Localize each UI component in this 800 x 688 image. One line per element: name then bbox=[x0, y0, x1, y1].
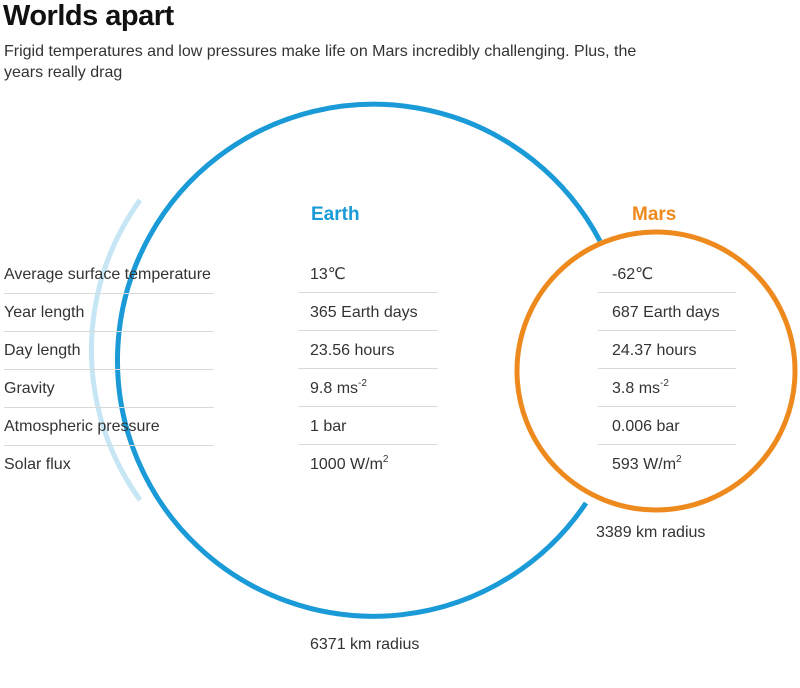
earth-value: 1 bar bbox=[298, 408, 438, 445]
row-gravity: Gravity 9.8 ms-2 3.8 ms-2 bbox=[0, 370, 800, 408]
row-atmospheric-pressure: Atmospheric pressure 1 bar 0.006 bar bbox=[0, 408, 800, 446]
mars-radius-label: 3389 km radius bbox=[596, 524, 706, 541]
row-day-length: Day length 23.56 hours 24.37 hours bbox=[0, 332, 800, 370]
earth-value: 1000 W/m2 bbox=[310, 453, 389, 473]
earth-circle-fade bbox=[88, 197, 143, 503]
mars-value: 593 W/m2 bbox=[612, 453, 682, 473]
row-label: Atmospheric pressure bbox=[4, 408, 214, 446]
mars-heading: Mars bbox=[632, 204, 677, 225]
mars-value: 0.006 bar bbox=[598, 408, 736, 445]
earth-circle-fade-inner bbox=[89, 198, 143, 502]
earth-value: 13℃ bbox=[298, 256, 438, 293]
mars-value: 687 Earth days bbox=[598, 294, 736, 331]
mars-value: -62℃ bbox=[598, 256, 736, 293]
row-label: Day length bbox=[4, 332, 214, 370]
row-label: Year length bbox=[4, 294, 214, 332]
subtitle: Frigid temperatures and low pressures ma… bbox=[4, 43, 637, 81]
mars-circle bbox=[514, 229, 798, 513]
page-title: Worlds apart bbox=[3, 0, 174, 32]
earth-value: 23.56 hours bbox=[298, 332, 438, 369]
row-year-length: Year length 365 Earth days 687 Earth day… bbox=[0, 294, 800, 332]
mars-value: 24.37 hours bbox=[598, 332, 736, 369]
row-label: Average surface temperature bbox=[4, 256, 214, 294]
mars-value: 3.8 ms-2 bbox=[598, 370, 736, 407]
earth-circle bbox=[114, 101, 603, 619]
earth-heading: Earth bbox=[311, 204, 360, 225]
row-label: Solar flux bbox=[4, 456, 71, 473]
earth-value: 9.8 ms-2 bbox=[298, 370, 438, 407]
earth-value: 365 Earth days bbox=[298, 294, 438, 331]
earth-radius-label: 6371 km radius bbox=[310, 636, 420, 653]
row-label: Gravity bbox=[4, 370, 214, 408]
row-solar-flux: Solar flux 1000 W/m2 593 W/m2 bbox=[0, 446, 800, 484]
row-temperature: Average surface temperature 13℃ -62℃ bbox=[0, 256, 800, 294]
